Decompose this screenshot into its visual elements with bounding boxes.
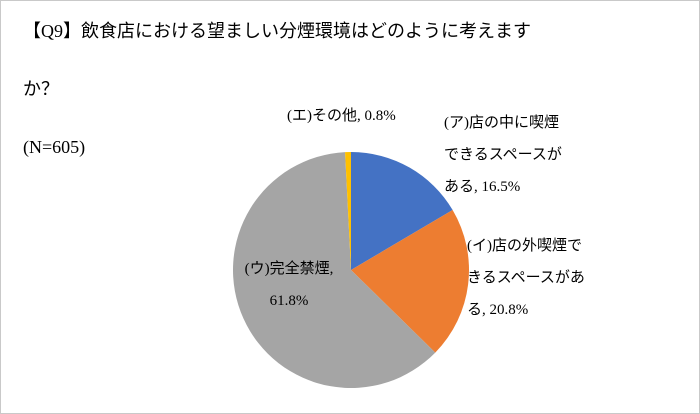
data-label-smoking-space-inside: (ア)店の中に喫煙 できるスペースが ある, 16.5%: [444, 115, 562, 195]
chart-title-line2: か？: [23, 79, 59, 99]
pie-slice-3: [345, 152, 351, 270]
data-label-other: (エ)その他, 0.8%: [287, 108, 396, 124]
chart-title-line1: 【Q9】飲食店における望ましい分煙環境はどのように考えます: [23, 21, 531, 41]
data-label-completely-non-smoking: (ウ)完全禁煙, 61.8%: [244, 261, 334, 309]
pie-slice-2: [232, 152, 436, 388]
pie-slice-0: [351, 152, 453, 270]
chart-title: 【Q9】飲食店における望ましい分煙環境はどのように考えます か？ (N=605): [23, 17, 531, 162]
sample-size: (N=605): [23, 137, 86, 157]
pie-slice-1: [351, 210, 469, 353]
pie-chart: [232, 152, 469, 388]
data-label-smoking-space-outside: (イ)店の外喫煙で きるスペースがあ る, 20.8%: [467, 238, 585, 318]
